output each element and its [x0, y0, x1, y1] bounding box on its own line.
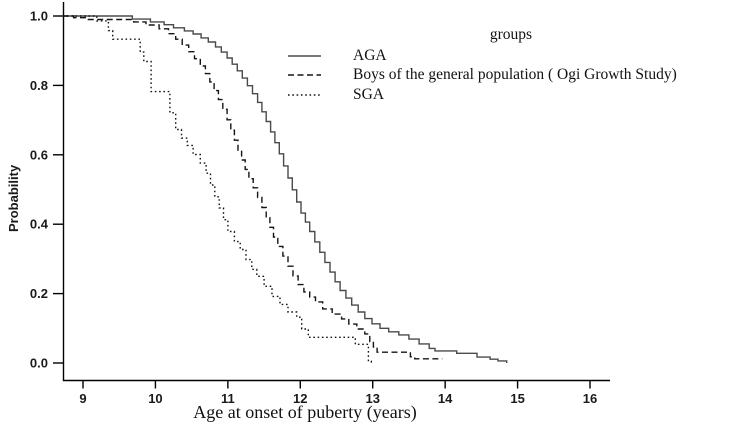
y-tick-label: 0.0: [30, 356, 48, 371]
y-axis-title: Probability: [6, 164, 21, 232]
y-tick-label: 0.8: [30, 78, 48, 93]
x-tick-label: 9: [79, 391, 86, 406]
x-tick-label: 14: [438, 391, 453, 406]
curve-aga: [62, 15, 508, 363]
dotted-line-swatch-icon: [288, 91, 321, 99]
curve-boys: [62, 15, 443, 360]
curve-sga: [62, 15, 372, 363]
x-tick-label: 13: [365, 391, 379, 406]
dashed-line-swatch-icon: [288, 71, 321, 79]
y-tick-label: 0.2: [30, 286, 48, 301]
x-tick-label: 11: [221, 391, 235, 406]
y-tick-label: 1.0: [30, 9, 48, 24]
x-tick-label: 10: [148, 391, 162, 406]
y-tick-label: 0.6: [30, 147, 48, 162]
x-tick-label: 16: [583, 391, 597, 406]
legend-label-sga: SGA: [353, 85, 385, 103]
x-tick-label: 12: [293, 391, 307, 406]
x-tick-label: 15: [510, 391, 524, 406]
legend-item-sga: SGA: [288, 85, 734, 105]
solid-line-swatch-icon: [288, 52, 321, 60]
legend-item-general-population: Boys of the general population ( Ogi Gro…: [288, 66, 734, 86]
legend-label-aga: AGA: [353, 46, 387, 64]
x-axis-title: Age at onset of puberty (years): [193, 402, 417, 422]
legend-title: groups: [489, 26, 533, 43]
legend-item-aga: AGA: [288, 46, 734, 66]
legend: groups AGA Boys of the general populatio…: [288, 26, 734, 105]
legend-label-general-population: Boys of the general population ( Ogi Gro…: [353, 66, 677, 84]
y-tick-label: 0.4: [30, 217, 49, 232]
